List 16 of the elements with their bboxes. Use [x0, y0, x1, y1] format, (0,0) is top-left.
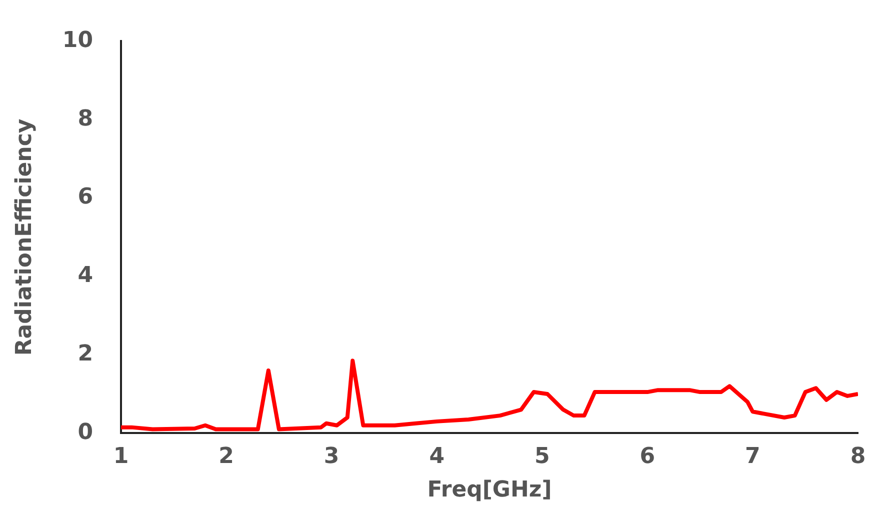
x-axis-title: Freq[GHz]	[427, 478, 552, 503]
y-tick-label: 0	[78, 420, 94, 445]
y-tick-label: 4	[78, 263, 94, 288]
x-tick-label: 6	[640, 444, 656, 470]
x-tick-label: 8	[850, 444, 866, 470]
y-tick-label: 8	[78, 106, 94, 132]
x-tick-label: 4	[429, 444, 445, 470]
y-tick-label: 10	[62, 28, 94, 53]
y-tick-label: 2	[78, 342, 94, 367]
x-tick-label: 7	[745, 444, 760, 470]
x-tick-label: 1	[113, 444, 129, 470]
x-tick-label: 5	[534, 444, 550, 470]
y-axis-title: RadiationEfficiency	[12, 118, 37, 356]
x-tick-label: 2	[218, 444, 234, 470]
y-tick-label: 6	[78, 184, 94, 210]
x-tick-label: 3	[324, 444, 340, 470]
